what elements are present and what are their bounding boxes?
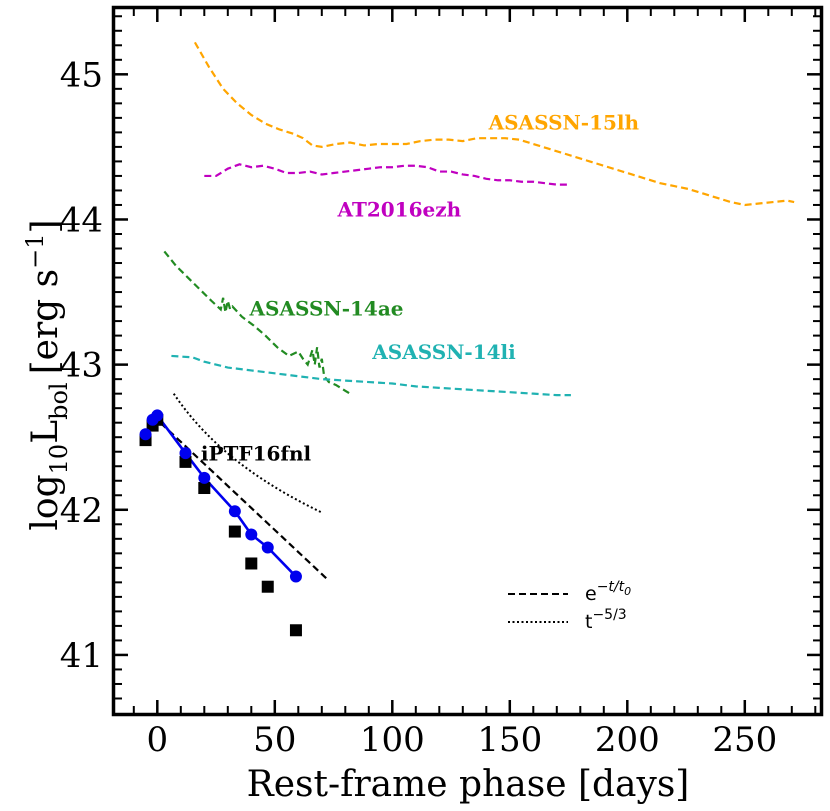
series-label-asassn-14ae: ASASSN-14ae (248, 296, 403, 320)
series-line-at2016ezh (204, 163, 569, 186)
iptf16fnl-circle-point (228, 505, 241, 518)
y-tick-label: 43 (60, 346, 103, 386)
iptf16fnl-circle-point (261, 541, 274, 554)
series-line-asassn-15lh (193, 41, 795, 207)
plot-frame (111, 5, 824, 717)
iptf16fnl-square-point (245, 557, 258, 570)
series-label-at2016ezh: AT2016ezh (337, 198, 462, 222)
x-tick-label: 150 (477, 720, 542, 760)
series-layer: ASASSN-15lh AT2016ezh ASASSN-14ae ASASSN-14… (139, 41, 795, 637)
y-title-unit: [erg s (25, 269, 66, 375)
y-title-bol: bol (45, 382, 73, 420)
iptf16fnl-square-point (289, 624, 302, 637)
legend-power-label: t−5/3 (585, 607, 627, 633)
y-title-log: log (25, 474, 66, 530)
iptf16fnl-square-point (228, 525, 241, 538)
iptf16fnl-circle-point (198, 471, 211, 484)
series-line-asassn-14ae (163, 250, 351, 395)
y-axis-title: log10Lbol [erg s−1] (21, 219, 73, 530)
y-title-L: L (25, 420, 66, 444)
y-tick-label: 45 (60, 55, 103, 95)
iptf16fnl-circle-point (139, 428, 152, 441)
series-label-asassn-15lh: ASASSN-15lh (488, 110, 640, 134)
x-tick-label: 200 (595, 720, 660, 760)
legend-exp-label: e−t/t0 (585, 579, 631, 605)
fit-exponential-line (151, 414, 328, 580)
iptf16fnl-circle-point (179, 447, 192, 460)
x-tick-label: 250 (712, 720, 777, 760)
series-line-asassn-14li (171, 354, 571, 397)
ticks-layer: 0 50 100 150 200 250 41 42 43 44 45 (60, 9, 820, 760)
iptf16fnl-blue-line (144, 413, 297, 578)
iptf16fnl-circle-point (245, 528, 258, 541)
y-tick-label: 41 (60, 636, 103, 676)
y-title-log-sub: 10 (45, 444, 73, 475)
x-tick-label: 0 (146, 720, 168, 760)
y-title-sup: −1 (21, 233, 49, 268)
iptf16fnl-circle-point (151, 409, 164, 422)
x-tick-label: 100 (360, 720, 425, 760)
iptf16fnl-square-point (261, 580, 274, 593)
iptf16fnl-square-point (179, 455, 192, 468)
legend: e−t/t0 t−5/3 (508, 579, 631, 633)
y-tick-label: 44 (60, 200, 103, 240)
y-title-close: ] (25, 219, 66, 233)
x-tick-label: 50 (253, 720, 296, 760)
iptf16fnl-square-point (198, 482, 211, 495)
x-axis-title: Rest-frame phase [days] (247, 764, 690, 805)
y-tick-label: 42 (60, 491, 103, 531)
series-label-asassn-14li: ASASSN-14li (371, 340, 516, 364)
iptf16fnl-circle-point (289, 570, 302, 583)
